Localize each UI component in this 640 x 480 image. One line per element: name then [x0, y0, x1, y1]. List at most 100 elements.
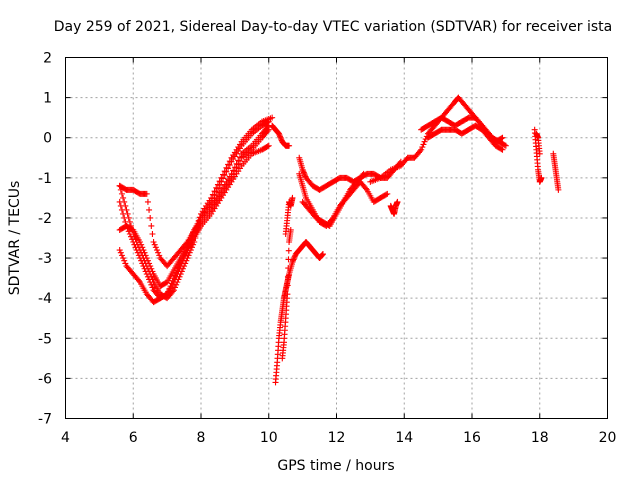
- data-point: [153, 247, 160, 254]
- data-point: [139, 244, 146, 251]
- data-point: [149, 284, 156, 291]
- data-point: [141, 265, 148, 272]
- data-point: [277, 134, 284, 141]
- data-point: [291, 253, 298, 260]
- data-point: [118, 190, 125, 197]
- data-point: [137, 255, 144, 262]
- data-point: [289, 259, 296, 266]
- data-series: [116, 94, 562, 386]
- data-point: [144, 257, 151, 264]
- series-h: [282, 194, 296, 237]
- data-point: [498, 146, 505, 153]
- data-point: [555, 186, 562, 193]
- data-point: [278, 136, 285, 143]
- data-point: [143, 271, 150, 278]
- data-point: [137, 239, 144, 246]
- data-point: [231, 164, 238, 171]
- data-point: [228, 170, 235, 177]
- x-tick-label: 18: [531, 430, 549, 446]
- data-point: [284, 291, 291, 298]
- data-point: [362, 185, 369, 192]
- data-point: [116, 198, 123, 205]
- y-tick-label: -3: [38, 251, 52, 267]
- data-point: [147, 263, 154, 270]
- data-point: [127, 233, 134, 240]
- data-point: [165, 288, 172, 295]
- data-point: [499, 134, 506, 141]
- y-tick-label: -5: [38, 331, 52, 347]
- data-point: [164, 291, 171, 298]
- data-point: [275, 130, 282, 137]
- data-point: [264, 143, 271, 150]
- data-point: [176, 261, 183, 268]
- x-tick-label: 10: [260, 430, 278, 446]
- data-point: [142, 252, 149, 259]
- data-point: [146, 206, 153, 213]
- x-tick-label: 20: [599, 430, 617, 446]
- series-r: [533, 130, 543, 157]
- data-point: [290, 257, 297, 264]
- data-point: [117, 202, 124, 209]
- data-point: [235, 157, 242, 164]
- data-point: [318, 252, 325, 259]
- series-p: [424, 122, 506, 153]
- series-s: [550, 150, 562, 193]
- series-g: [279, 226, 294, 362]
- data-point: [285, 247, 292, 254]
- data-point: [285, 265, 292, 272]
- data-point: [498, 135, 505, 142]
- data-point: [139, 260, 146, 267]
- data-point: [383, 191, 390, 198]
- data-point: [169, 277, 176, 284]
- chart-title: Day 259 of 2021, Sidereal Day-to-day VTE…: [54, 19, 612, 35]
- y-tick-label: 2: [43, 51, 52, 67]
- data-point: [144, 198, 151, 205]
- series-o: [418, 114, 506, 145]
- data-point: [218, 174, 225, 181]
- data-point: [166, 285, 173, 292]
- data-point: [175, 264, 182, 271]
- data-point: [120, 194, 127, 201]
- data-point: [120, 210, 127, 217]
- x-tick-label: 6: [129, 430, 138, 446]
- y-tick-label: -7: [38, 412, 52, 428]
- data-point: [236, 154, 243, 161]
- y-tick-label: -1: [38, 171, 52, 187]
- series-n: [367, 94, 509, 185]
- data-point: [501, 142, 508, 149]
- series-j: [296, 154, 404, 193]
- data-point: [155, 249, 162, 256]
- y-tick-label: -6: [38, 371, 52, 387]
- series-m: [387, 198, 401, 217]
- data-point: [211, 188, 218, 195]
- data-point: [132, 244, 139, 251]
- data-point: [174, 267, 181, 274]
- data-point: [126, 230, 133, 237]
- data-point: [214, 181, 221, 188]
- data-point: [265, 142, 272, 149]
- data-point: [276, 132, 283, 139]
- x-axis-label: GPS time / hours: [277, 458, 394, 474]
- data-point: [148, 222, 155, 229]
- data-point: [209, 191, 216, 198]
- data-point: [148, 265, 155, 272]
- data-point: [149, 268, 156, 275]
- data-point: [284, 282, 291, 289]
- x-tick-label: 14: [395, 430, 413, 446]
- data-point: [131, 241, 138, 248]
- data-point: [301, 170, 308, 177]
- data-point: [120, 255, 127, 262]
- data-point: [168, 280, 175, 287]
- data-point: [536, 150, 543, 157]
- data-point: [146, 276, 153, 283]
- x-tick-label: 16: [463, 430, 481, 446]
- data-point: [225, 161, 232, 168]
- axis-ticks: [65, 57, 608, 419]
- data-point: [144, 273, 151, 280]
- data-point: [133, 247, 140, 254]
- data-point: [118, 252, 125, 259]
- data-point: [135, 277, 142, 284]
- series-b: [116, 114, 276, 302]
- grid-lines: [65, 57, 608, 419]
